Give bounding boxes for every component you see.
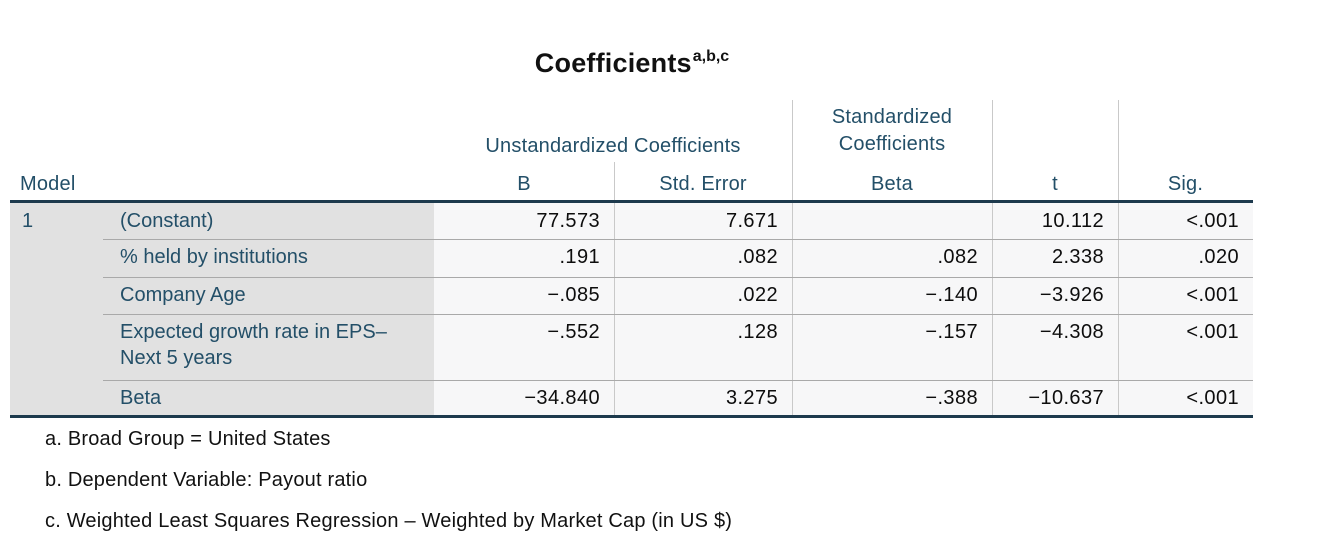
column-header-std-error: Std. Error <box>659 173 747 195</box>
table-title: Coefficientsa,b,c <box>10 48 1253 79</box>
table-title-text: Coefficients <box>534 48 692 78</box>
table-row: 1 (Constant) 77.573 7.671 10.112 <.001 <box>10 203 1253 239</box>
model-number-spacer <box>10 277 112 282</box>
value-b: −.085 <box>547 284 600 306</box>
model-number-spacer <box>10 314 112 319</box>
model-number-spacer <box>10 380 112 385</box>
table-row: Company Age −.085 .022 −.140 −3.926 <.00… <box>10 277 1253 314</box>
model-number-spacer <box>10 239 112 244</box>
row-label-background <box>10 203 434 415</box>
value-t: 10.112 <box>1041 210 1104 232</box>
value-std-error: .022 <box>737 284 778 306</box>
column-header-b: B <box>517 173 531 195</box>
row-separator <box>103 277 1253 278</box>
header-bottom-border <box>10 200 1253 203</box>
row-separator <box>103 314 1253 315</box>
predictor-label: Company Age <box>120 284 246 306</box>
data-area-background <box>434 203 1253 415</box>
footnote-c: c. Weighted Least Squares Regression – W… <box>45 510 733 532</box>
value-std-error: .128 <box>737 321 778 343</box>
header-column-divider <box>1118 100 1119 200</box>
value-sig: <.001 <box>1186 387 1239 409</box>
value-t: −10.637 <box>1028 387 1104 409</box>
value-std-error: .082 <box>737 246 778 268</box>
header-column-divider <box>792 100 793 200</box>
value-beta: −.157 <box>925 321 978 343</box>
value-t: 2.338 <box>1051 246 1104 268</box>
table-bottom-border <box>10 415 1253 418</box>
predictor-label: Beta <box>120 387 162 409</box>
body-column-divider <box>614 203 615 415</box>
value-b: −.552 <box>547 321 600 343</box>
predictor-label: % held by institutions <box>120 246 308 268</box>
value-beta: −.388 <box>925 387 978 409</box>
model-number: 1 <box>22 210 34 232</box>
body-column-divider <box>792 203 793 415</box>
value-std-error: 3.275 <box>725 387 778 409</box>
value-sig: .020 <box>1198 246 1239 268</box>
predictor-label: Expected growth rate in EPS– Next 5 year… <box>120 321 387 369</box>
table-row: % held by institutions .191 .082 .082 2.… <box>10 239 1253 277</box>
body-column-divider <box>992 203 993 415</box>
value-b: −34.840 <box>524 387 600 409</box>
column-header-model: Model <box>20 173 76 195</box>
value-sig: <.001 <box>1186 284 1239 306</box>
predictor-label: (Constant) <box>120 210 214 232</box>
value-sig: <.001 <box>1186 210 1239 232</box>
column-group-unstandardized: Unstandardized Coefficients <box>485 135 741 157</box>
column-header-beta: Beta <box>871 173 913 195</box>
value-beta: .082 <box>937 246 978 268</box>
header-column-divider <box>992 100 993 200</box>
value-beta <box>792 203 992 208</box>
coefficients-table: Unstandardized Coefficients Standardized… <box>10 100 1253 418</box>
value-beta: −.140 <box>925 284 978 306</box>
footnote-b: b. Dependent Variable: Payout ratio <box>45 469 368 491</box>
value-sig: <.001 <box>1186 321 1239 343</box>
footnote-a: a. Broad Group = United States <box>45 428 331 450</box>
body-column-divider <box>1118 203 1119 415</box>
header-column-divider <box>614 162 615 200</box>
row-separator <box>103 239 1253 240</box>
value-b: .191 <box>559 246 600 268</box>
column-header-t: t <box>1052 173 1058 195</box>
column-header-sig: Sig. <box>1167 173 1204 195</box>
table-title-superscript: a,b,c <box>692 48 730 65</box>
value-b: 77.573 <box>536 210 600 232</box>
table-row: Beta −34.840 3.275 −.388 −10.637 <.001 <box>10 380 1253 418</box>
value-t: −4.308 <box>1039 321 1104 343</box>
value-std-error: 7.671 <box>725 210 778 232</box>
row-separator <box>103 380 1253 381</box>
value-t: −3.926 <box>1039 284 1104 306</box>
table-row: Expected growth rate in EPS– Next 5 year… <box>10 314 1253 380</box>
column-group-standardized: Standardized Coefficients <box>831 106 953 155</box>
